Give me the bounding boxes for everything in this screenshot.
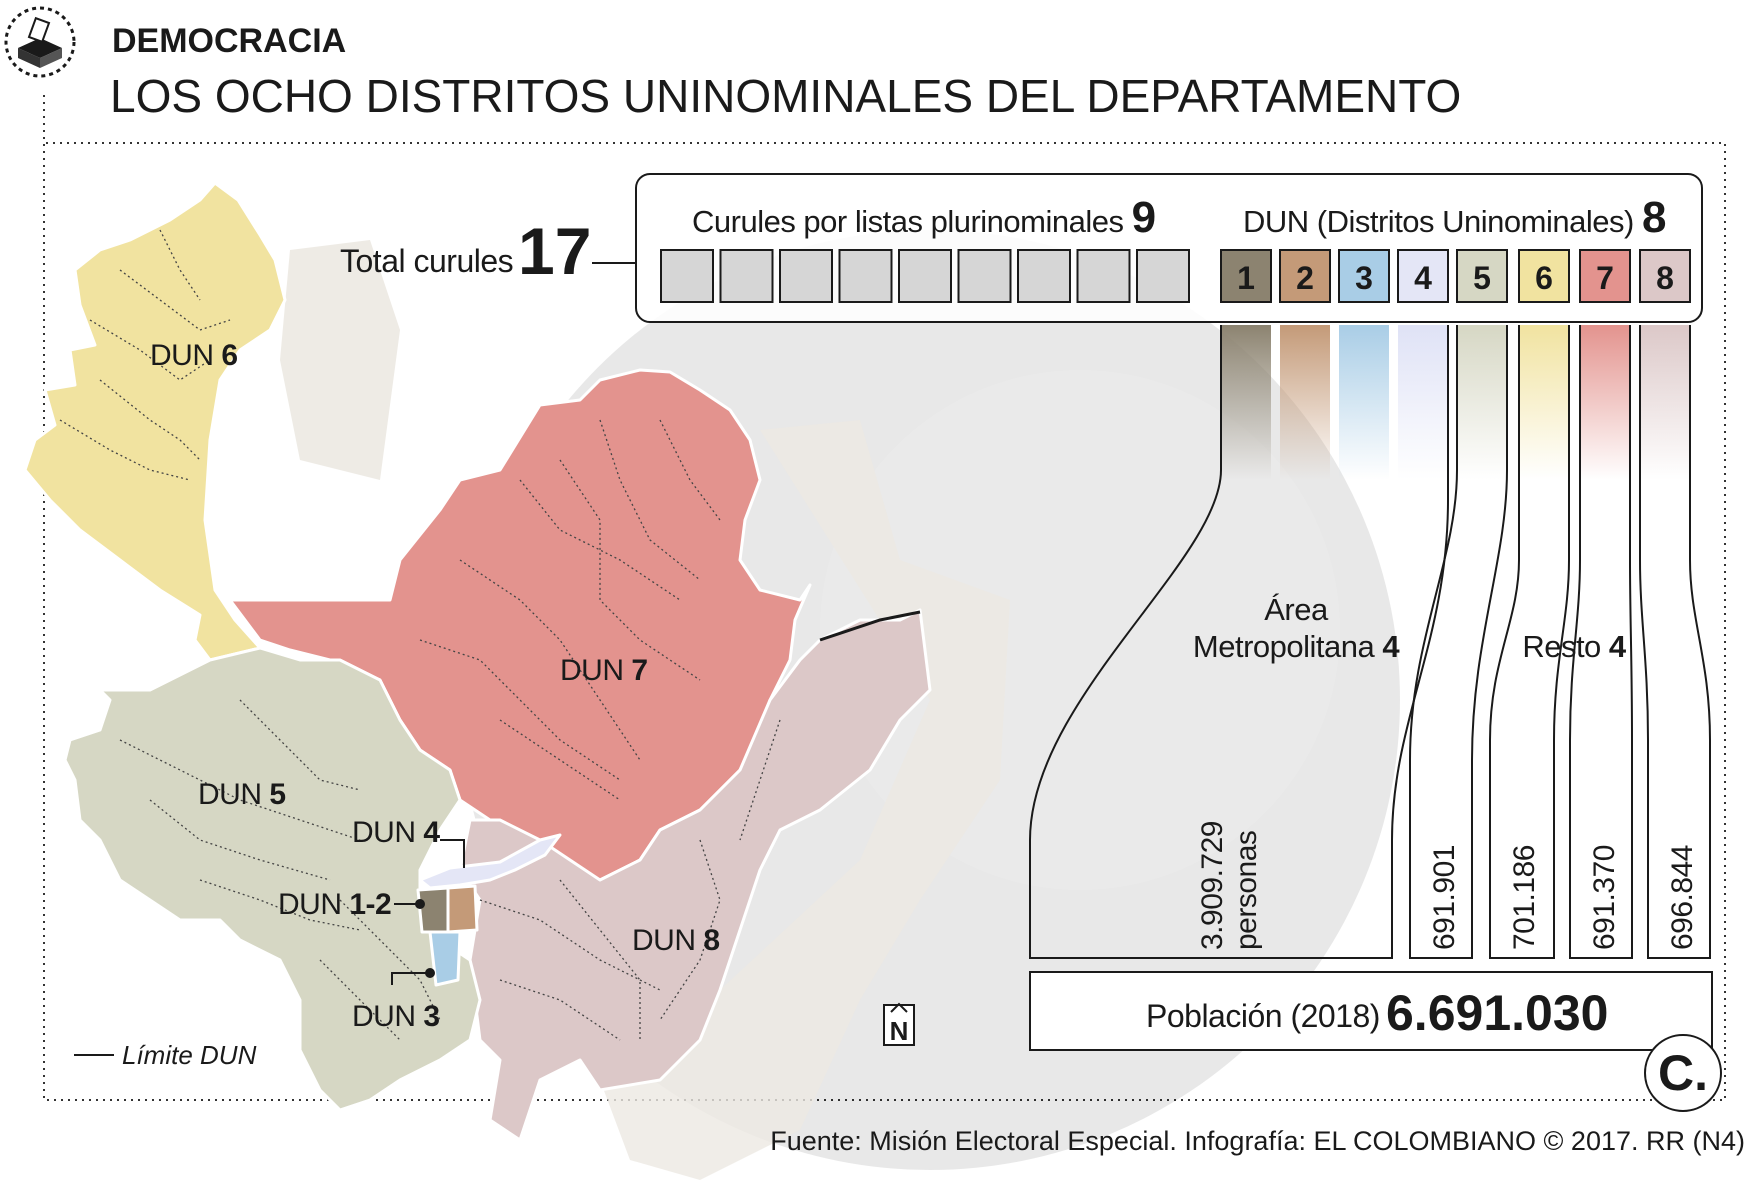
source-credit: Fuente: Misión Electoral Especial. Infog…	[770, 1126, 1745, 1156]
dun-seat-1	[1220, 249, 1272, 303]
district-dun3[interactable]	[428, 930, 462, 987]
metro-label-line2: Metropolitana 4	[1193, 629, 1400, 664]
pop-dun5: 691.901	[1428, 845, 1461, 950]
label-dun3: DUN 3	[352, 1000, 440, 1033]
plurinominal-seat	[1076, 249, 1131, 303]
flow-metro	[1029, 325, 1449, 959]
map-labels: DUN 6 DUN 7 DUN 5 DUN 4 DUN 1-2 DUN 3 DU…	[150, 339, 720, 1033]
plurinominal-seat	[898, 249, 952, 303]
pop-dun7: 691.370	[1588, 845, 1621, 950]
flow-dun7	[1569, 325, 1633, 959]
gradient-dun4	[1398, 325, 1448, 480]
dun-seat-7	[1579, 249, 1631, 303]
plurinominal-seat	[719, 249, 774, 303]
page-title: LOS OCHO DISTRITOS UNINOMINALES DEL DEPA…	[110, 70, 1461, 122]
label-leader-lines	[391, 839, 465, 985]
plurinominal-seat	[660, 249, 714, 303]
dun-seat-number: 2	[1296, 260, 1314, 296]
north-arrow: N	[883, 1002, 915, 1046]
resto-label: Resto 4	[1522, 629, 1627, 664]
district-dun5[interactable]	[63, 646, 482, 1112]
neighbour-region-shape-2	[600, 420, 1010, 1180]
dun-seat-6	[1518, 249, 1570, 303]
plurinominal-seat	[1136, 249, 1190, 303]
pop-dun8: 696.844	[1666, 845, 1699, 950]
ballot-box-icon-body	[18, 16, 62, 68]
gradient-dun1	[1221, 325, 1271, 480]
dun-seat-number: 7	[1596, 260, 1614, 296]
dun-seat-5	[1456, 249, 1508, 303]
label-dun5: DUN 5	[198, 778, 286, 811]
logo-letter: C.	[1658, 1045, 1708, 1101]
plurinominal-label: Curules por listas plurinominales 9	[692, 193, 1156, 242]
dun-seat-number: 6	[1535, 260, 1553, 296]
north-symbol: N	[890, 1016, 909, 1046]
pop-metro-unit: personas	[1230, 831, 1263, 950]
dun-seat-number: 1	[1237, 260, 1255, 296]
flow-dun5	[1409, 325, 1508, 959]
legend: Límite DUN	[74, 1040, 257, 1070]
section-label: DEMOCRACIA	[112, 22, 346, 60]
population-total-value: 6.691.030	[1386, 985, 1608, 1041]
population-values: 3.909.729 personas 691.901 701.186 691.3…	[1196, 821, 1699, 950]
population-total-label: Población (2018)	[1146, 998, 1380, 1034]
district-dun2[interactable]	[446, 884, 479, 934]
population-total: Población (2018) 6.691.030	[1029, 971, 1713, 1051]
district-dun6[interactable]	[23, 181, 287, 662]
dun-seat-number: 5	[1473, 260, 1491, 296]
dun-seat-number: 4	[1414, 260, 1432, 296]
map	[23, 181, 932, 1142]
dun-seat-4	[1397, 249, 1449, 303]
plurinominal-seat	[779, 249, 833, 303]
total-label: Total curules	[340, 243, 513, 279]
dun-seats: 1 2 3 4 5 6 7 8	[1220, 249, 1691, 303]
pop-dun6: 701.186	[1508, 845, 1541, 950]
flow-dun8	[1639, 325, 1711, 959]
plurinominal-seat	[838, 249, 893, 303]
dun-seat-3	[1338, 249, 1390, 303]
label-dun8: DUN 8	[632, 924, 720, 957]
municipal-boundaries	[59, 229, 781, 1041]
neighbour-region-shape	[280, 240, 400, 480]
metro-label-line1: Área	[1264, 592, 1329, 627]
district-dun4[interactable]	[418, 833, 562, 890]
label-dun6: DUN 6	[150, 339, 238, 372]
seats-panel: Total curules 17 Curules por listas plur…	[340, 173, 1703, 323]
total-value: 17	[518, 214, 591, 288]
plurinominal-seats	[660, 249, 1190, 303]
flow-dun6	[1489, 325, 1570, 959]
dun-label: DUN (Distritos Uninominales) 8	[1243, 193, 1666, 242]
flow-outlines	[1029, 325, 1711, 959]
gradient-dun3	[1339, 325, 1389, 480]
dun-seat-8	[1639, 249, 1691, 303]
gradient-dun6	[1519, 325, 1569, 480]
district-dun1[interactable]	[416, 886, 450, 934]
label-dun12: DUN 1-2	[278, 888, 391, 921]
header: DEMOCRACIA LOS OCHO DISTRITOS UNINOMINAL…	[4, 6, 1461, 122]
plurinominal-seat	[1017, 249, 1071, 303]
gradient-dun5	[1457, 325, 1507, 480]
district-dun8[interactable]	[458, 608, 932, 1142]
dun-seat-2	[1279, 249, 1331, 303]
ballot-box-icon	[4, 6, 76, 78]
seat-gradients	[1221, 325, 1690, 480]
dun-seat-number: 3	[1355, 260, 1373, 296]
label-dun7: DUN 7	[560, 654, 648, 687]
plurinominal-seat	[957, 249, 1012, 303]
gradient-dun2	[1280, 325, 1330, 480]
label-dun4: DUN 4	[352, 816, 440, 849]
legend-label: Límite DUN	[122, 1040, 257, 1070]
dun-seat-number: 8	[1656, 260, 1674, 296]
gradient-dun7	[1580, 325, 1630, 480]
pop-metro-value: 3.909.729	[1196, 821, 1229, 950]
gradient-dun8	[1640, 325, 1690, 480]
dun-boundary-line	[819, 610, 921, 642]
el-colombiano-logo: C.	[1644, 1034, 1722, 1112]
group-labels: Área Metropolitana 4 Resto 4	[1193, 592, 1628, 664]
population-total-box	[1029, 971, 1713, 1051]
